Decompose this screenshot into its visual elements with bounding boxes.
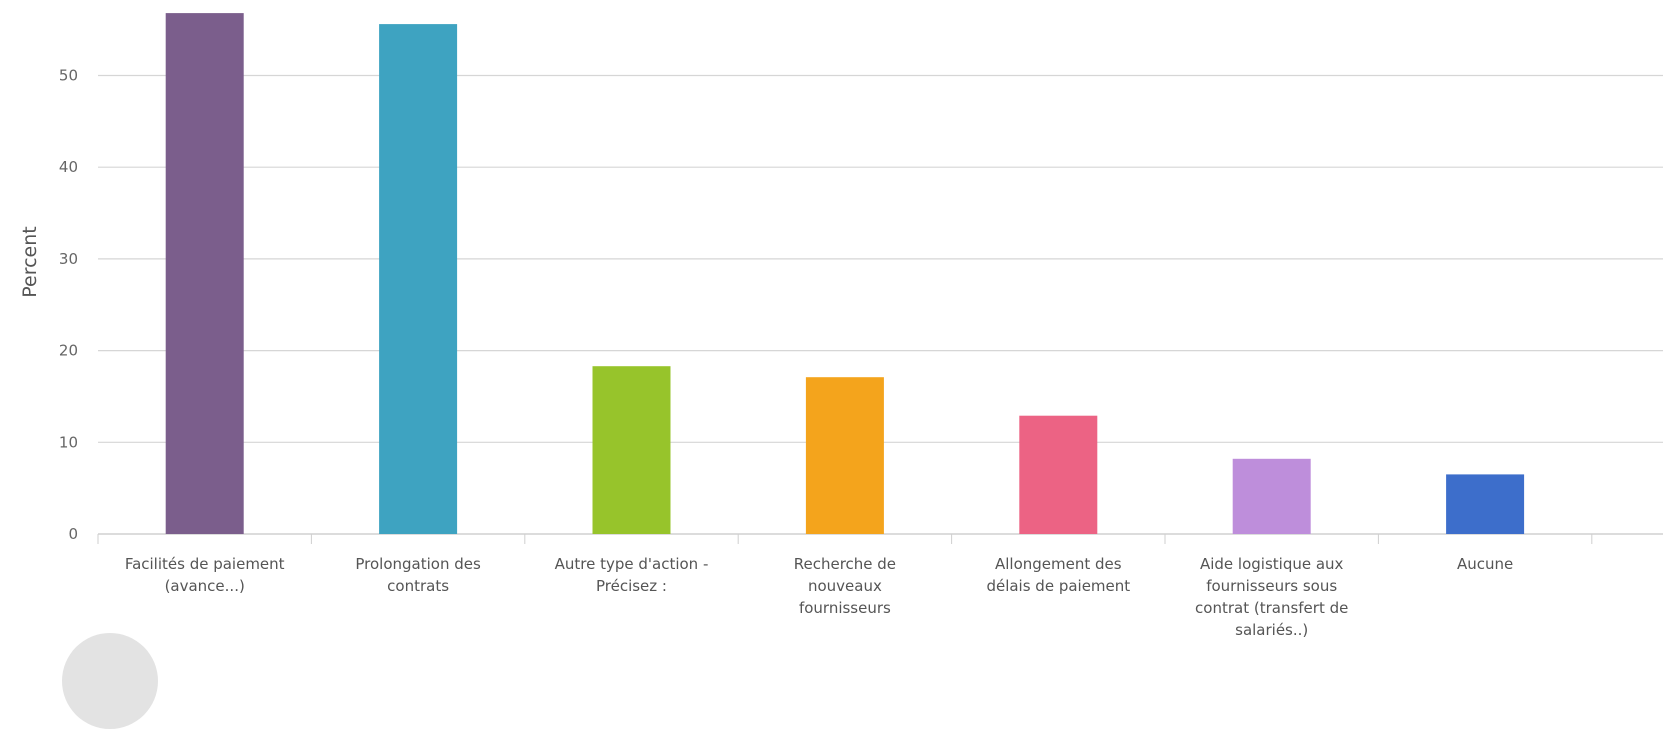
x-tick-label-line: fournisseurs <box>799 599 891 617</box>
y-tick-label: 0 <box>68 525 78 543</box>
bar[interactable] <box>592 366 671 534</box>
bar[interactable] <box>1232 458 1311 534</box>
x-tick-label-line: contrat (transfert de <box>1195 599 1348 617</box>
x-tick-label-line: fournisseurs sous <box>1206 577 1337 595</box>
y-tick-label: 50 <box>59 67 78 85</box>
x-tick-label-line: Allongement des <box>995 555 1122 573</box>
y-tick-label: 10 <box>59 433 78 451</box>
x-tick-label: Aide logistique aux fournisseurs sous cont… <box>1195 555 1348 639</box>
y-axis-ticks: 0 10 20 30 40 50 <box>59 67 78 544</box>
bar[interactable] <box>805 377 884 534</box>
x-axis-labels: Facilités de paiement (avance...) Prolonga… <box>125 555 1513 639</box>
x-tick-label-line: délais de paiement <box>986 577 1130 595</box>
x-tick-label-line: nouveaux <box>808 577 882 595</box>
y-tick-label: 20 <box>59 342 78 360</box>
watermark-circle <box>62 633 158 729</box>
x-tick-label-line: Précisez : <box>596 577 667 595</box>
bar[interactable] <box>1019 415 1098 534</box>
bar[interactable] <box>1446 474 1525 534</box>
x-tick-label: Facilités de paiement (avance...) <box>125 555 285 595</box>
bars <box>165 13 1525 535</box>
bar-chart: 0 10 20 30 40 50 Facilités de paiement (avance… <box>19 13 1663 639</box>
y-tick-label: 40 <box>59 158 78 176</box>
x-tick-label: Recherche de nouveaux fournisseurs <box>794 555 896 617</box>
x-tick-label-line: Prolongation des <box>355 555 481 573</box>
y-axis-title: Percent <box>19 226 41 298</box>
x-tick-label-line: Autre type d'action - <box>555 555 709 573</box>
x-tick-label: Allongement des délais de paiement <box>986 555 1130 595</box>
bar[interactable] <box>165 13 244 535</box>
x-tick-label-line: Recherche de <box>794 555 896 573</box>
x-tick-label: Prolongation des contrats <box>355 555 481 595</box>
x-tick-label: Autre type d'action - Précisez : <box>555 555 709 595</box>
x-tick-label-line: Aide logistique aux <box>1200 555 1344 573</box>
x-tick-label-line: contrats <box>387 577 449 595</box>
x-tick-label-line: Facilités de paiement <box>125 555 285 573</box>
y-tick-label: 30 <box>59 250 78 268</box>
x-tick-label-line: (avance...) <box>165 577 245 595</box>
bar[interactable] <box>379 24 458 534</box>
x-tick-label-line: salariés..) <box>1235 621 1308 639</box>
x-tick-label-line: Aucune <box>1457 555 1513 573</box>
x-tick-label: Aucune <box>1457 555 1513 573</box>
